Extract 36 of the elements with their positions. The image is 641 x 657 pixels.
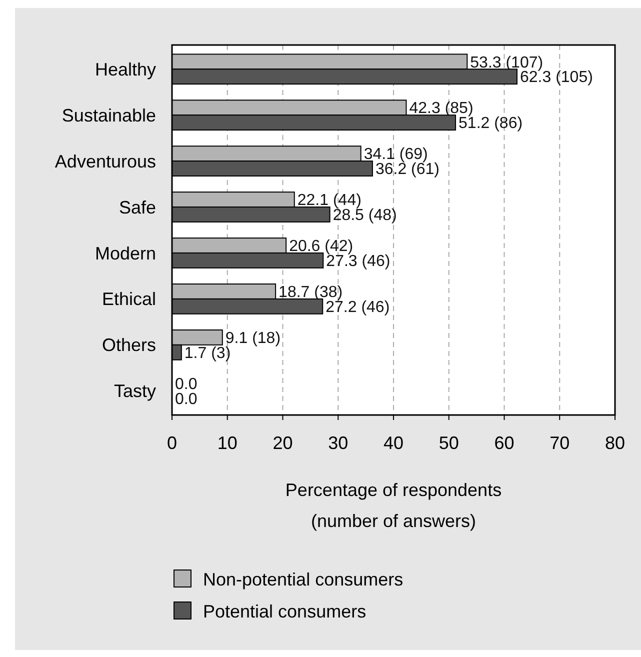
x-tick-label: 30 — [328, 433, 348, 453]
data-label: 9.1 (18) — [225, 330, 281, 348]
data-label: 36.2 (61) — [375, 161, 440, 178]
y-tick-label: Others — [102, 335, 156, 356]
x-tick-label: 10 — [217, 433, 238, 453]
y-tick-label: Modern — [94, 243, 156, 264]
data-label: 62.3 (105) — [520, 69, 593, 86]
data-label: 27.3 (46) — [326, 253, 390, 270]
data-label: 1.7 (3) — [184, 344, 231, 362]
y-tick-label: Tasty — [114, 381, 156, 402]
x-tick-label: 20 — [272, 433, 293, 453]
y-tick-label: Safe — [118, 197, 156, 218]
x-tick-label: 80 — [604, 433, 626, 453]
x-axis-title: Percentage of respondents (number of answers) — [285, 480, 502, 531]
y-tick-label: Ethical — [102, 289, 156, 310]
x-tick-label: 70 — [550, 433, 570, 453]
data-label: 18.7 (38) — [278, 284, 343, 302]
data-label: 34.1 (69) — [364, 146, 428, 164]
data-label: 28.5 (48) — [332, 207, 397, 224]
x-tick-label: 50 — [438, 433, 459, 453]
data-label: 53.3 (107) — [470, 54, 544, 72]
data-label: 22.1 (44) — [297, 192, 362, 210]
x-tick-label: 0 — [166, 433, 178, 453]
x-tick-label: 40 — [383, 433, 404, 453]
data-label: 0.0 — [175, 390, 198, 408]
legend-label: Potential consumers — [203, 601, 366, 622]
data-label: 27.2 (46) — [326, 299, 390, 316]
data-label: 51.2 (86) — [458, 115, 523, 132]
y-tick-label: Adventurous — [54, 151, 156, 172]
legend-label: Non-potential consumers — [203, 569, 404, 590]
data-label: 20.6 (42) — [289, 238, 354, 256]
data-label: 42.3 (85) — [409, 100, 474, 118]
y-tick-label: Sustainable — [62, 105, 156, 126]
y-tick-label: Healthy — [94, 59, 156, 80]
x-tick-label: 60 — [494, 433, 514, 453]
data-label: 0.0 — [175, 376, 198, 393]
